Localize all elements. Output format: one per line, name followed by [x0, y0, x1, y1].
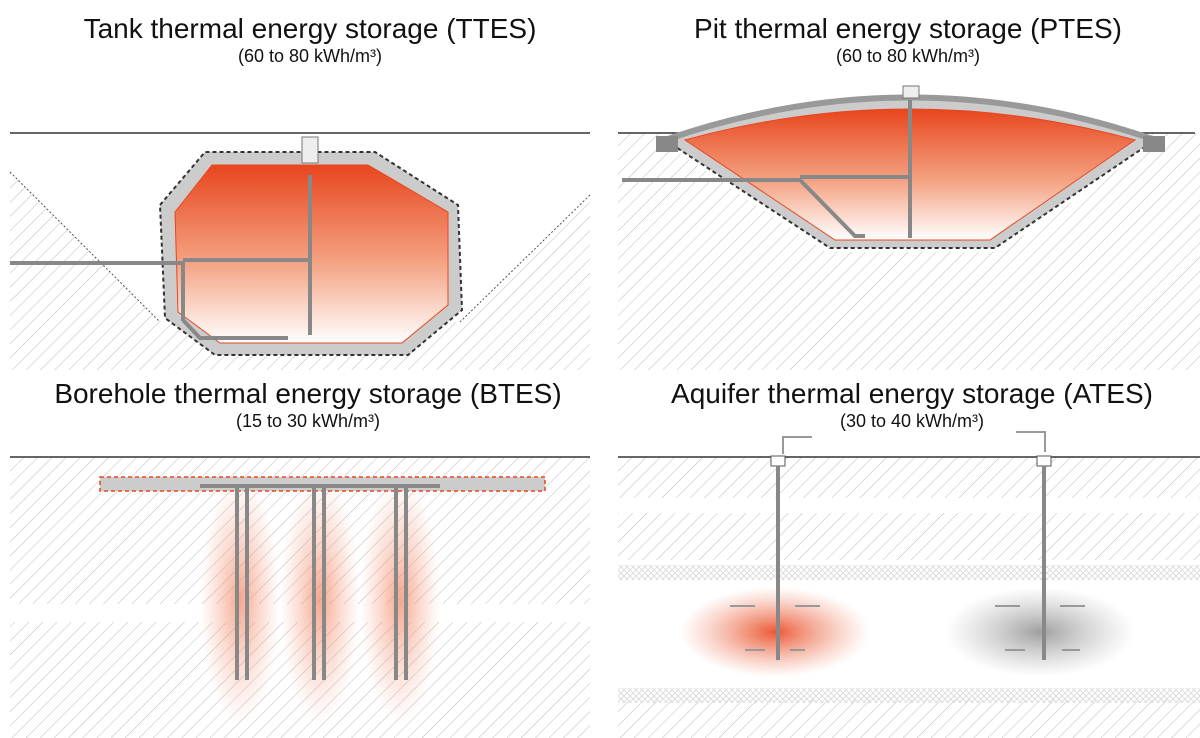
- panel-subtitle: (15 to 30 kWh/m³): [236, 411, 380, 431]
- panel-title: Pit thermal energy storage (PTES): [694, 13, 1122, 44]
- panel-subtitle: (60 to 80 kWh/m³): [238, 46, 382, 66]
- panel-title: Borehole thermal energy storage (BTES): [54, 378, 561, 409]
- panel-subtitle: (30 to 40 kWh/m³): [840, 411, 984, 431]
- panel-title: Tank thermal energy storage (TTES): [84, 13, 537, 44]
- panel-title: Aquifer thermal energy storage (ATES): [671, 378, 1153, 409]
- ates-illustration: [618, 432, 1200, 738]
- btes-illustration: [10, 457, 590, 738]
- diagram: Tank thermal energy storage (TTES) (60 t…: [0, 0, 1200, 738]
- ptes-illustration: [618, 86, 1200, 370]
- panel-subtitle: (60 to 80 kWh/m³): [836, 46, 980, 66]
- ttes-illustration: [10, 133, 590, 370]
